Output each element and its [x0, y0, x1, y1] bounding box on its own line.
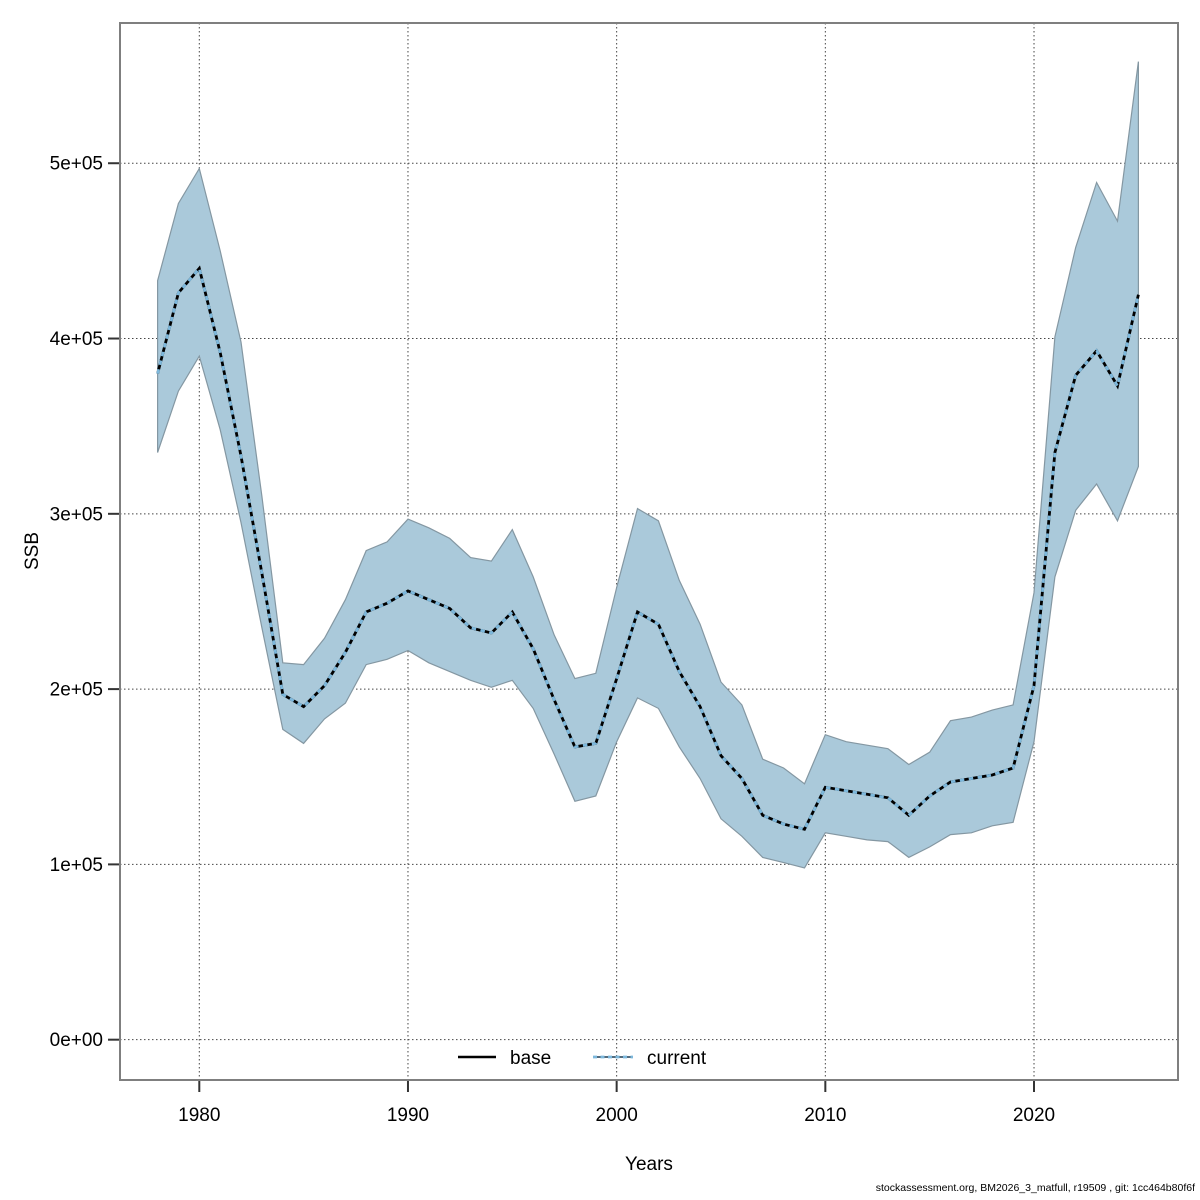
current-series-line [156, 265, 1140, 831]
y-tick-label: 1e+05 [50, 855, 103, 876]
legend: base current [458, 1048, 707, 1069]
y-axis-title: SSB [22, 532, 43, 570]
x-tick-label: 1980 [178, 1105, 220, 1126]
y-tick-label: 4e+05 [50, 329, 103, 350]
x-tick-label: 2020 [1013, 1105, 1055, 1126]
x-axis: 1980 1990 2000 2010 2020 [178, 1081, 1055, 1126]
y-tick-label: 0e+00 [50, 1030, 103, 1051]
x-tick-label: 2010 [804, 1105, 846, 1126]
legend-label-current: current [647, 1048, 707, 1069]
y-tick-label: 3e+05 [50, 504, 103, 525]
y-tick-label: 5e+05 [50, 154, 103, 175]
x-axis-title: Years [625, 1154, 673, 1175]
confidence-band [157, 61, 1140, 869]
footer-credit: stockassessment.org, BM2026_3_matfull, r… [876, 1182, 1195, 1194]
y-tick-label: 2e+05 [50, 680, 103, 701]
y-axis: 0e+00 1e+05 2e+05 3e+05 4e+05 5e+05 [50, 154, 119, 1051]
legend-label-base: base [510, 1048, 551, 1069]
plot-border [119, 22, 1179, 1081]
x-tick-label: 1990 [387, 1105, 429, 1126]
x-tick-label: 2000 [596, 1105, 638, 1126]
